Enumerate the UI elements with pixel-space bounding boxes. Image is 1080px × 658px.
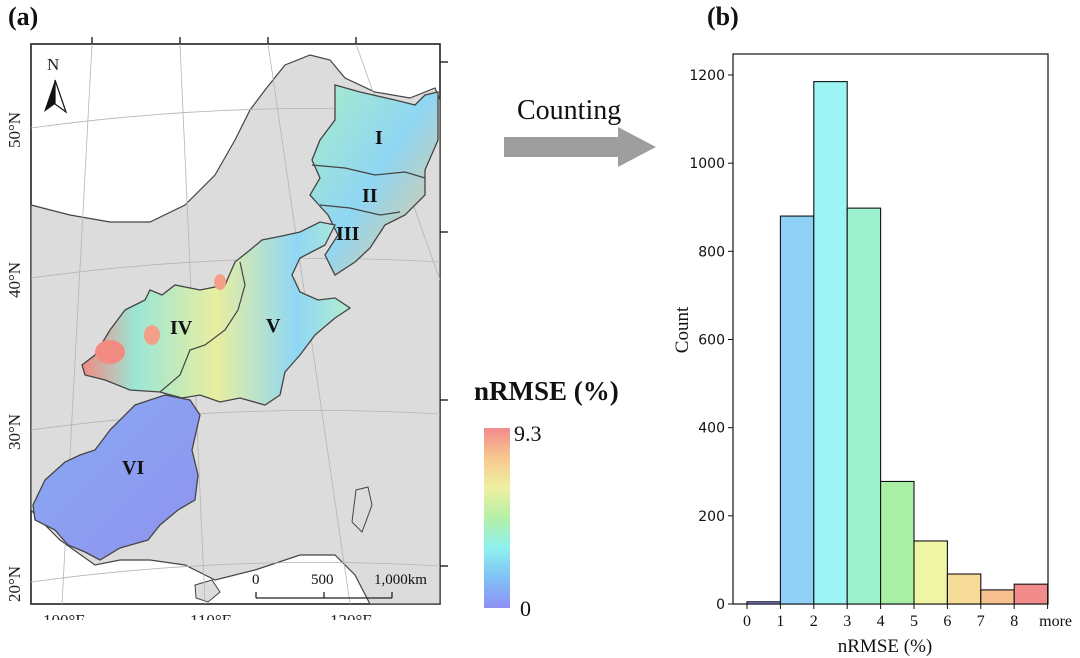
region-map: I II III IV V VI N 50°N 40°N 30°N 20°N 1…	[5, 37, 448, 620]
region-label-iv: IV	[170, 317, 193, 339]
lat-label-50: 50°N	[5, 112, 24, 148]
region-boundary-2	[319, 204, 401, 216]
x-tick-label: 0	[743, 613, 751, 630]
hotspot-north	[214, 274, 226, 290]
lon-label-110: 110°E	[190, 611, 232, 620]
region-boundary-1	[311, 164, 426, 179]
hainan-island	[194, 579, 221, 603]
histogram-bar-0	[746, 601, 781, 605]
x-tick-label: 1	[776, 613, 784, 630]
region-label-v: V	[266, 315, 281, 337]
lon-label-100: 100°E	[43, 611, 86, 620]
y-tick-label: 600	[698, 333, 725, 349]
y-tick-label: 800	[698, 244, 725, 260]
y-tick-label: 1000	[689, 156, 725, 172]
region-label-iii: III	[336, 223, 360, 245]
colorbar-title: nRMSE (%)	[474, 376, 619, 406]
histogram-bar-2	[813, 81, 848, 605]
y-tick-label: 0	[716, 597, 725, 613]
x-axis-title: nRMSE (%)	[838, 636, 932, 657]
panel-b-label: (b)	[707, 2, 739, 31]
x-axis: 0 1 2 3 4 5 6 7 8 more	[743, 604, 1072, 630]
lat-label-20: 20°N	[5, 566, 24, 602]
region-boundary-4-5	[159, 261, 246, 393]
bars	[746, 81, 1049, 605]
histogram-bar-3	[846, 207, 882, 605]
lat-label-30: 30°N	[5, 414, 24, 450]
scale-label-1000: 1,000km	[374, 572, 427, 588]
scale-label-500: 500	[311, 572, 334, 588]
lat-label-40: 40°N	[5, 262, 24, 298]
region-label-ii: II	[362, 185, 378, 207]
north-arrow-icon	[44, 79, 68, 114]
histogram-bar-4	[880, 480, 915, 605]
x-tick-label: 4	[877, 613, 885, 630]
histogram-chart: 0 200 400 600 800 1000 1200 0 1 2 3 4 5 6 7 8 more nRMS…	[672, 53, 1072, 657]
counting-label: Counting	[517, 95, 622, 126]
histogram-bar-5	[913, 540, 948, 605]
y-tick-label: 200	[698, 509, 725, 525]
x-tick-label: more	[1039, 613, 1072, 630]
north-label: N	[47, 55, 59, 74]
region-ne	[309, 84, 439, 276]
x-tick-label: 7	[977, 613, 985, 630]
region-sw	[32, 394, 201, 561]
x-tick-label: 5	[910, 613, 918, 630]
hotspot-central	[144, 325, 160, 345]
histogram-bar-7	[980, 589, 1015, 605]
region-label-i: I	[375, 127, 383, 149]
histogram-bar-6	[946, 573, 982, 605]
x-tick-label: 8	[1010, 613, 1018, 630]
x-tick-label: 3	[843, 613, 851, 630]
y-tick-label: 1200	[689, 68, 725, 84]
hotspot-west	[95, 340, 125, 364]
colorbar-min-label: 0	[520, 596, 531, 621]
y-axis: 0 200 400 600 800 1000 1200	[689, 68, 733, 613]
region-label-vi: VI	[122, 457, 144, 479]
histogram-bar-1	[779, 215, 815, 605]
panel-a-label: (a)	[8, 2, 39, 31]
colorbar-max-label: 9.3	[514, 421, 542, 446]
y-tick-label: 400	[698, 421, 725, 437]
x-tick-label: 2	[810, 613, 818, 630]
histogram-bar-8	[1013, 583, 1049, 605]
lon-label-120: 120°E	[330, 611, 373, 620]
colorbar-gradient	[484, 428, 510, 608]
x-tick-label: 6	[943, 613, 951, 630]
region-north	[81, 221, 352, 406]
counting-arrow-icon	[504, 127, 656, 167]
y-axis-title: Count	[672, 306, 693, 353]
frame-ticks	[91, 37, 448, 567]
taiwan-island	[351, 486, 373, 533]
scale-bar	[255, 592, 393, 599]
scale-label-0: 0	[252, 572, 260, 588]
